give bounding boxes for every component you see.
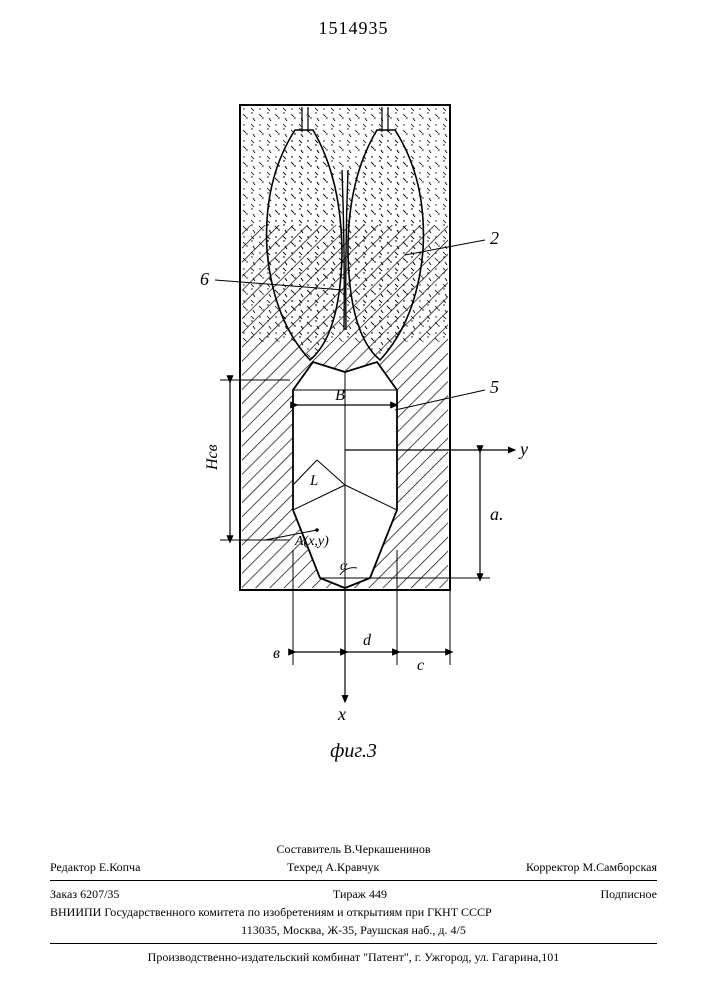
point-Axy: A(x,y) <box>294 534 329 549</box>
printer-line: Производственно-издательский комбинат "П… <box>50 948 657 966</box>
figure-3: 6 2 5 y x Нсв В a. в d c L A(x,y) α <box>145 90 545 730</box>
subscription: Подписное <box>600 885 657 903</box>
order-number: 6207/35 <box>80 887 119 901</box>
figure-label: фиг.3 <box>0 740 707 763</box>
dim-a: a. <box>490 504 504 524</box>
dim-hsv: Нсв <box>204 444 221 471</box>
print-run-number: 449 <box>369 887 387 901</box>
dim-d-lower: d <box>363 632 372 649</box>
dim-c-lower: c <box>417 657 424 674</box>
print-run-label: Тираж <box>333 887 366 901</box>
divider <box>50 943 657 944</box>
dim-L: L <box>309 473 318 489</box>
callout-2: 2 <box>490 228 499 248</box>
org-line-2: 113035, Москва, Ж-35, Раушская наб., д. … <box>50 921 657 939</box>
tech-editor-name: А.Кравчук <box>325 860 379 874</box>
document-number: 1514935 <box>0 18 707 39</box>
order-label: Заказ <box>50 887 77 901</box>
editor-name: Е.Копча <box>99 860 141 874</box>
divider <box>50 880 657 881</box>
dim-B: В <box>335 387 345 404</box>
compiler-name: В.Черкашенинов <box>344 842 431 856</box>
tech-editor-label: Техред <box>287 860 322 874</box>
axis-y: y <box>518 439 528 459</box>
compiler-label: Составитель <box>276 842 340 856</box>
org-line-1: ВНИИПИ Государственного комитета по изоб… <box>50 903 657 921</box>
corrector-name: М.Самборская <box>582 860 657 874</box>
axis-x: x <box>337 704 346 724</box>
corrector-label: Корректор <box>526 860 580 874</box>
colophon-block: Составитель В.Черкашенинов Редактор Е.Ко… <box>50 840 657 966</box>
callout-6: 6 <box>200 269 209 289</box>
editor-label: Редактор <box>50 860 96 874</box>
dim-b-lower: в <box>273 645 280 662</box>
angle-alpha: α <box>340 559 348 574</box>
callout-5: 5 <box>490 377 499 397</box>
